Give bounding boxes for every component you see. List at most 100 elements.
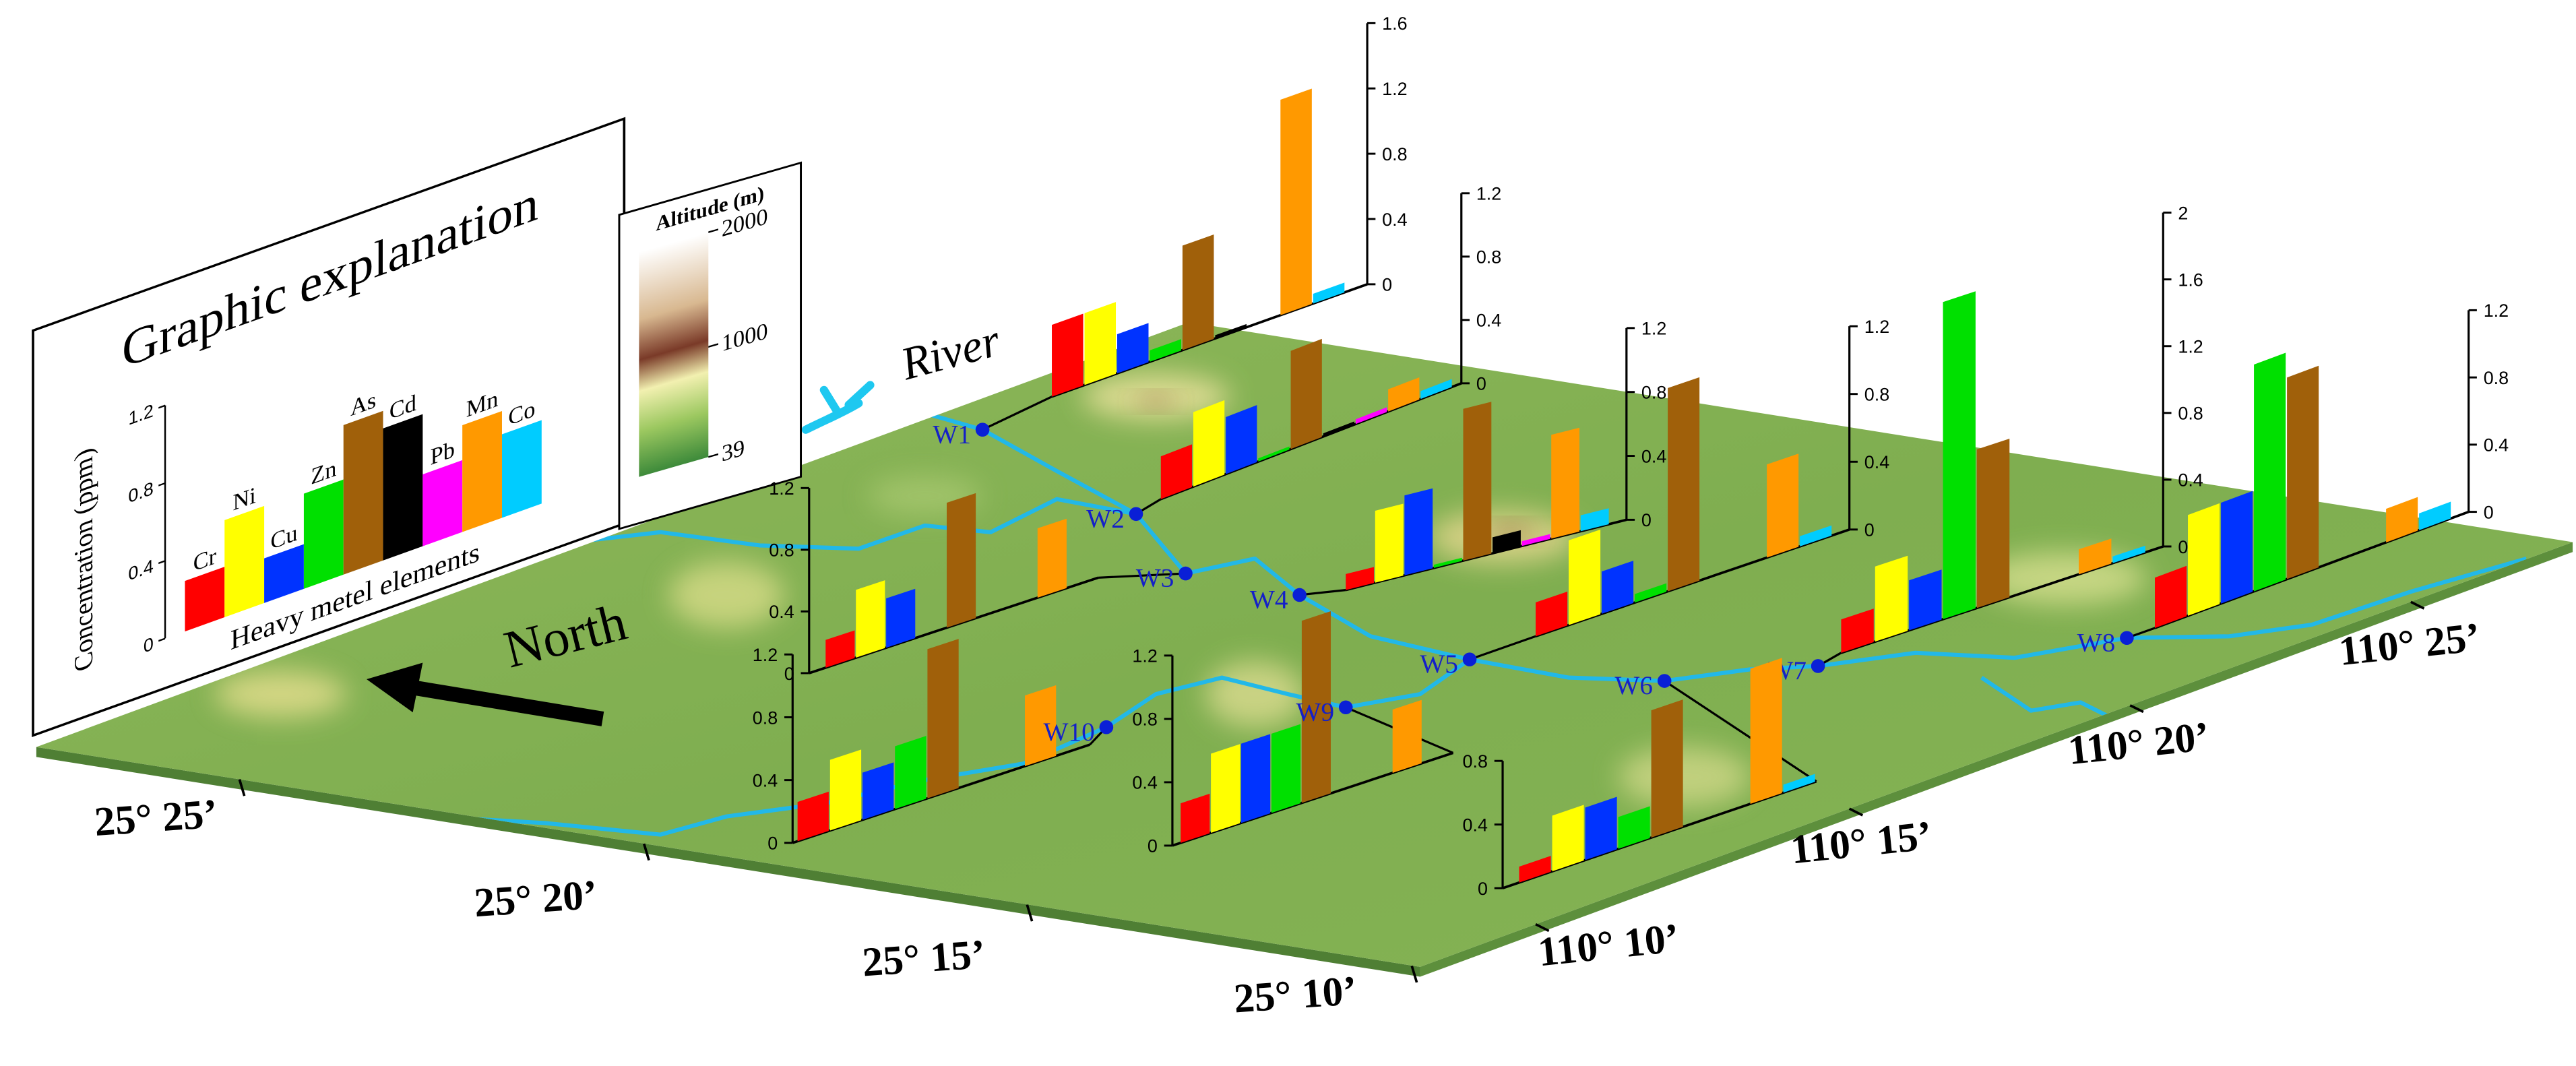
bar bbox=[1909, 569, 1942, 631]
legend-bar bbox=[462, 410, 502, 532]
bar bbox=[2221, 491, 2253, 604]
bar bbox=[1976, 438, 2010, 608]
bar bbox=[1875, 555, 1908, 642]
y-tick-label: 0.8 bbox=[1476, 247, 1501, 268]
bar bbox=[1493, 530, 1521, 554]
bar bbox=[1569, 529, 1601, 625]
colorbar-tick bbox=[708, 453, 719, 458]
bar bbox=[2155, 565, 2187, 629]
y-tick-label: 0.4 bbox=[753, 770, 778, 790]
bar bbox=[1301, 610, 1331, 803]
y-tick-label: 1.2 bbox=[1476, 184, 1501, 204]
legend-bar bbox=[501, 420, 542, 518]
bar bbox=[1052, 313, 1083, 397]
bar bbox=[1552, 805, 1584, 872]
latitude-tick bbox=[642, 843, 650, 861]
y-tick-label: 0.4 bbox=[769, 602, 794, 622]
legend-tick bbox=[158, 404, 166, 409]
bar bbox=[1037, 518, 1067, 598]
bar bbox=[1392, 699, 1422, 774]
y-tick-label: 0 bbox=[1641, 510, 1652, 530]
latitude-tick bbox=[1026, 904, 1034, 922]
bar bbox=[1323, 421, 1355, 437]
bar bbox=[797, 791, 829, 842]
site-connector bbox=[982, 396, 1053, 431]
latitude-label: 25° 15’ bbox=[860, 931, 986, 986]
bar bbox=[1193, 400, 1225, 487]
site-marker bbox=[1129, 507, 1143, 522]
site-label: W9 bbox=[1296, 697, 1334, 726]
bar bbox=[927, 639, 959, 798]
chart-baseline bbox=[1502, 780, 1817, 889]
bar bbox=[895, 736, 926, 809]
longitude-tick bbox=[1535, 923, 1550, 933]
longitude-tick bbox=[2410, 600, 2425, 610]
y-tick-label: 1.2 bbox=[1132, 646, 1157, 666]
site-connector bbox=[1469, 635, 1536, 661]
bar bbox=[862, 762, 894, 820]
plane-edge bbox=[36, 747, 1420, 977]
site-marker bbox=[1462, 652, 1477, 666]
site-marker bbox=[1811, 659, 1825, 673]
bar bbox=[1521, 534, 1550, 546]
y-tick-label: 0.4 bbox=[2484, 435, 2509, 456]
colorbar-ramp bbox=[639, 232, 709, 477]
bar bbox=[1375, 503, 1404, 583]
y-tick-label: 0 bbox=[1478, 879, 1488, 899]
site-marker bbox=[1099, 720, 1114, 734]
bar bbox=[1618, 806, 1650, 849]
bar bbox=[2419, 501, 2451, 530]
bar bbox=[1585, 796, 1617, 860]
site-label: W8 bbox=[2077, 628, 2116, 657]
bar bbox=[1580, 508, 1609, 532]
site-label: W6 bbox=[1614, 671, 1653, 700]
bar bbox=[1226, 405, 1257, 474]
y-tick-label: 0.8 bbox=[2178, 404, 2203, 424]
bar bbox=[856, 580, 885, 658]
bar bbox=[1433, 557, 1462, 568]
y-tick-label: 0 bbox=[1382, 275, 1392, 295]
y-tick-label: 0 bbox=[767, 834, 778, 854]
bar bbox=[1181, 793, 1210, 843]
y-tick-label: 0.8 bbox=[2484, 368, 2509, 388]
y-tick-label: 2 bbox=[2178, 203, 2188, 223]
bar bbox=[2386, 497, 2418, 542]
plane-edge bbox=[1420, 542, 2573, 977]
y-tick-label: 0 bbox=[1864, 520, 1875, 540]
site-marker bbox=[975, 422, 990, 437]
river-label: River bbox=[895, 314, 1005, 389]
longitude-tick bbox=[1848, 807, 1864, 817]
site-label: W1 bbox=[933, 420, 971, 449]
y-tick-label: 0.4 bbox=[2178, 470, 2203, 491]
bar bbox=[947, 493, 976, 628]
legend-ylabel: Concentration (ppm) bbox=[69, 445, 98, 677]
site-label: W10 bbox=[1044, 718, 1095, 747]
site-connector bbox=[1098, 572, 1186, 579]
y-tick-label: 0.4 bbox=[1641, 446, 1666, 466]
bar bbox=[1355, 407, 1387, 425]
bar bbox=[2079, 538, 2112, 575]
latitude-tick bbox=[238, 779, 246, 796]
bar bbox=[1783, 774, 1815, 793]
north-arrowhead bbox=[367, 662, 423, 713]
site-connector bbox=[1664, 680, 1817, 782]
legend-bar bbox=[264, 544, 304, 603]
bar bbox=[2188, 503, 2220, 616]
y-tick-label: 0 bbox=[1476, 374, 1486, 394]
latitude-label: 25° 25’ bbox=[93, 790, 219, 845]
site-label: W4 bbox=[1250, 586, 1288, 615]
y-tick-label: 0.8 bbox=[1382, 144, 1407, 164]
bar bbox=[1211, 744, 1240, 834]
bar bbox=[1668, 377, 1700, 592]
legend-bar bbox=[422, 460, 463, 546]
bar bbox=[1800, 525, 1832, 546]
bar bbox=[1150, 339, 1181, 362]
y-tick-label: 0.4 bbox=[1476, 311, 1501, 331]
y-tick-label: 0 bbox=[2178, 537, 2188, 557]
latitude-label: 25° 10’ bbox=[1232, 968, 1358, 1022]
y-tick-label: 1.2 bbox=[769, 478, 794, 499]
river-icon bbox=[801, 381, 875, 434]
legend-tick bbox=[158, 482, 166, 487]
bar bbox=[2287, 365, 2319, 579]
